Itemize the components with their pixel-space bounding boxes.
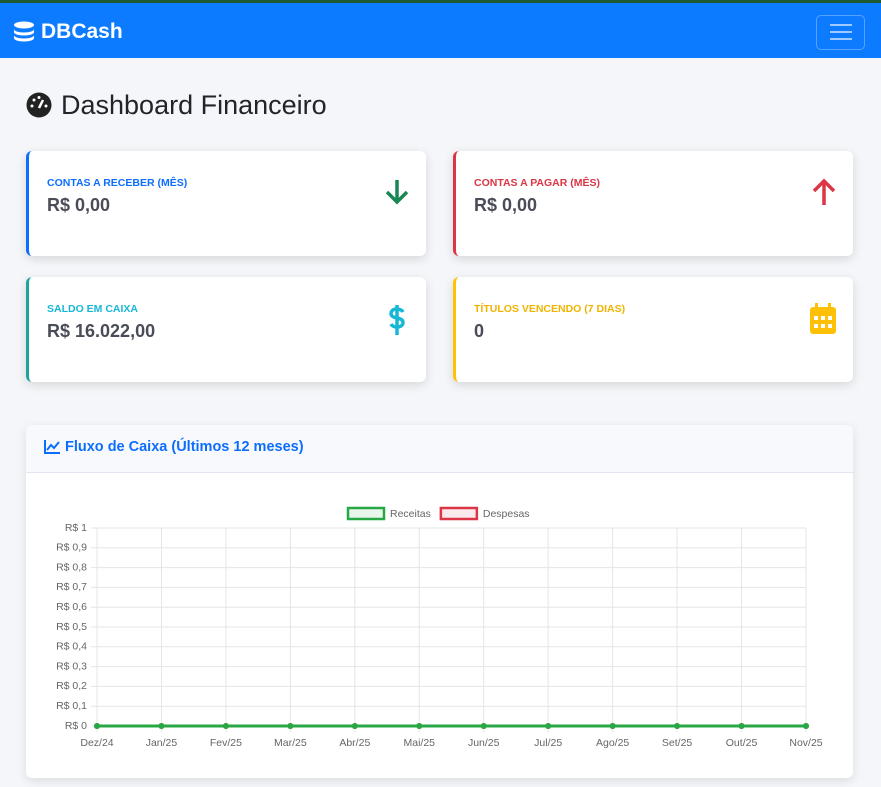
data-point — [351, 723, 358, 729]
data-point — [287, 723, 294, 729]
y-tick-label: R$ 0,1 — [56, 700, 87, 712]
dashboard-icon — [26, 92, 52, 118]
data-point — [480, 723, 487, 729]
calendar-icon — [810, 303, 836, 334]
chart: R$ 0 R$ 0,1 R$ 0,2 R$ 0,3 R$ 0,4 R$ 0,5 R$ 0,6… — [56, 506, 823, 749]
brand-icon — [14, 21, 34, 42]
y-tick-label: R$ 0,9 — [56, 542, 87, 554]
card-value: 0 — [474, 321, 485, 341]
x-tick-label: Mai/25 — [404, 737, 436, 749]
navbar: DBCash — [0, 3, 881, 58]
chart-panel: Fluxo de Caixa (Últimos 12 meses) R$ 0 R$… — [26, 425, 853, 778]
card-value: R$ 0,00 — [47, 195, 111, 215]
top-line — [0, 0, 881, 3]
data-point — [738, 723, 745, 729]
menu-icon — [830, 24, 852, 40]
card: CONTAS A RECEBER (MÊS) R$ 0,00 — [26, 151, 426, 256]
card-label: CONTAS A PAGAR (MÊS) — [474, 177, 600, 189]
chart-icon — [44, 440, 60, 454]
card: TÍTULOS VENCENDO (7 DIAS) 0 — [453, 277, 853, 382]
data-point — [94, 723, 100, 729]
legend-swatch — [346, 506, 386, 521]
x-tick-label: Ago/25 — [596, 737, 629, 749]
x-tick-label: Nov/25 — [789, 737, 822, 749]
data-point — [609, 723, 616, 729]
brand[interactable]: DBCash — [41, 20, 123, 43]
card-value: R$ 16.022,00 — [47, 321, 156, 341]
y-tick-label: R$ 0,6 — [56, 601, 87, 613]
x-tick-label: Jul/25 — [534, 737, 562, 749]
legend-label: Receitas — [390, 508, 431, 520]
legend-swatch — [439, 506, 479, 521]
card-value: R$ 0,00 — [474, 195, 538, 215]
x-tick-label: Jun/25 — [468, 737, 500, 749]
y-tick-label: R$ 0 — [65, 720, 87, 732]
y-tick-label: R$ 0,3 — [56, 660, 87, 672]
x-tick-label: Dez/24 — [80, 737, 113, 749]
y-tick-label: R$ 0,2 — [56, 680, 87, 692]
data-point — [158, 723, 165, 729]
y-tick-label: R$ 1 — [65, 522, 87, 534]
x-tick-label: Jan/25 — [146, 737, 178, 749]
x-tick-label: Fev/25 — [210, 737, 242, 749]
card-label: TÍTULOS VENCENDO (7 DIAS) — [474, 303, 626, 315]
y-tick-label: R$ 0,5 — [56, 621, 87, 633]
page-title: Dashboard Financeiro — [61, 90, 327, 120]
data-point — [416, 723, 423, 729]
x-tick-label: Out/25 — [726, 737, 758, 749]
panel-title: Fluxo de Caixa (Últimos 12 meses) — [65, 439, 304, 455]
dollar-icon — [389, 305, 405, 335]
data-point — [222, 723, 229, 729]
x-tick-label: Abr/25 — [339, 737, 370, 749]
menu-toggle[interactable] — [816, 15, 865, 50]
y-tick-label: R$ 0,4 — [56, 641, 87, 653]
data-point — [803, 723, 809, 729]
data-point — [545, 723, 552, 729]
card-label: CONTAS A RECEBER (MÊS) — [47, 177, 188, 189]
arrow-up-icon — [812, 178, 836, 205]
x-tick-label: Mar/25 — [274, 737, 307, 749]
y-tick-label: R$ 0,7 — [56, 581, 87, 593]
card: CONTAS A PAGAR (MÊS) R$ 0,00 — [453, 151, 853, 256]
data-point — [674, 723, 681, 729]
arrow-down-icon — [385, 180, 409, 205]
y-tick-label: R$ 0,8 — [56, 561, 87, 573]
x-tick-label: Set/25 — [662, 737, 693, 749]
card: SALDO EM CAIXA R$ 16.022,00 — [26, 277, 426, 382]
panel-header: Fluxo de Caixa (Últimos 12 meses) — [26, 425, 853, 473]
legend-label: Despesas — [483, 508, 530, 520]
card-label: SALDO EM CAIXA — [47, 303, 139, 315]
